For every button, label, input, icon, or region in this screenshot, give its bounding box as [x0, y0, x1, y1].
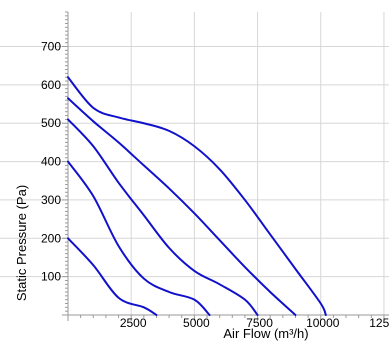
axis-labels: 2500 5000 7500 10000 12500 100 200 300 400 500 600… [14, 40, 389, 341]
axes [62, 11, 389, 321]
fan-curve-line-2 [67, 160, 211, 316]
y-tick-label: 100 [41, 270, 61, 284]
fan-curve-line-1 [67, 237, 158, 316]
y-tick-label: 700 [41, 40, 61, 54]
y-tick-label: 500 [41, 116, 61, 130]
fan-curve-line-5 [67, 76, 327, 316]
series-lines [67, 76, 327, 316]
x-tick-label: 12500 [369, 316, 389, 330]
fan-curve-line-3 [67, 118, 259, 316]
x-tick-label: 7500 [246, 316, 273, 330]
x-tick-label: 2500 [120, 316, 147, 330]
y-tick-label: 200 [41, 231, 61, 245]
y-tick-label: 600 [41, 78, 61, 92]
fan-curve-line-4 [67, 97, 297, 316]
x-axis-title: Air Flow (m³/h) [223, 326, 308, 341]
x-tick-label: 5000 [183, 316, 210, 330]
y-axis-title: Static Pressure (Pa) [14, 185, 29, 301]
x-tick-label: 10000 [306, 316, 340, 330]
y-tick-label: 400 [41, 155, 61, 169]
y-tick-label: 300 [41, 193, 61, 207]
